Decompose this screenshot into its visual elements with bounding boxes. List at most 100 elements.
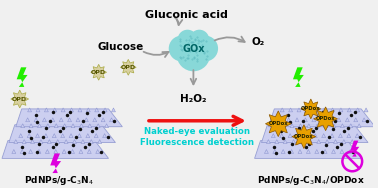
Polygon shape	[47, 139, 51, 144]
Circle shape	[177, 38, 210, 71]
Text: OPD: OPD	[12, 96, 27, 102]
Polygon shape	[61, 134, 65, 138]
Circle shape	[192, 36, 218, 61]
Polygon shape	[54, 149, 58, 153]
Polygon shape	[350, 141, 359, 157]
Polygon shape	[42, 118, 46, 122]
Polygon shape	[297, 108, 301, 112]
Polygon shape	[71, 149, 74, 153]
Polygon shape	[54, 124, 58, 128]
Polygon shape	[330, 134, 334, 138]
Text: OPDox: OPDox	[301, 106, 321, 111]
Polygon shape	[295, 118, 299, 122]
Polygon shape	[11, 90, 29, 108]
Polygon shape	[307, 149, 310, 153]
Polygon shape	[71, 124, 75, 128]
Polygon shape	[94, 134, 98, 138]
Polygon shape	[290, 124, 294, 128]
Polygon shape	[262, 125, 368, 143]
Text: OPD: OPD	[121, 65, 136, 70]
Polygon shape	[37, 124, 42, 128]
Polygon shape	[81, 139, 85, 144]
Polygon shape	[362, 118, 366, 122]
Polygon shape	[95, 108, 99, 112]
Polygon shape	[332, 149, 336, 153]
Polygon shape	[68, 118, 71, 122]
Circle shape	[189, 30, 209, 49]
Polygon shape	[339, 108, 343, 112]
Polygon shape	[305, 108, 309, 112]
Text: GOx: GOx	[182, 45, 204, 55]
Polygon shape	[308, 139, 312, 144]
Polygon shape	[27, 134, 31, 138]
Polygon shape	[79, 124, 84, 128]
Polygon shape	[26, 118, 29, 122]
Polygon shape	[364, 108, 368, 112]
Polygon shape	[273, 124, 277, 128]
Polygon shape	[330, 108, 335, 112]
Polygon shape	[62, 149, 66, 153]
Polygon shape	[51, 118, 55, 122]
Polygon shape	[46, 124, 50, 128]
Polygon shape	[315, 124, 319, 128]
Text: OPDox: OPDox	[316, 116, 335, 121]
Polygon shape	[342, 139, 346, 144]
Polygon shape	[317, 139, 321, 144]
Polygon shape	[278, 118, 282, 122]
Polygon shape	[298, 149, 302, 153]
Polygon shape	[356, 108, 359, 112]
Polygon shape	[103, 108, 107, 112]
Polygon shape	[70, 108, 73, 112]
Polygon shape	[292, 125, 316, 149]
Polygon shape	[280, 108, 284, 112]
Polygon shape	[44, 134, 48, 138]
Polygon shape	[323, 149, 327, 153]
Polygon shape	[283, 139, 287, 144]
Polygon shape	[340, 149, 344, 153]
Polygon shape	[338, 134, 342, 138]
Polygon shape	[37, 149, 41, 153]
Polygon shape	[312, 118, 316, 122]
Circle shape	[178, 30, 197, 49]
Polygon shape	[322, 134, 325, 138]
Polygon shape	[301, 99, 321, 119]
Polygon shape	[307, 124, 311, 128]
Polygon shape	[347, 108, 351, 112]
Polygon shape	[265, 149, 268, 153]
Polygon shape	[355, 134, 359, 138]
Polygon shape	[314, 108, 318, 112]
Text: H₂O₂: H₂O₂	[180, 94, 207, 104]
Polygon shape	[56, 139, 60, 144]
Polygon shape	[120, 59, 136, 75]
Polygon shape	[59, 118, 63, 122]
Polygon shape	[349, 124, 353, 128]
Polygon shape	[332, 124, 336, 128]
Text: Gluconic acid: Gluconic acid	[145, 10, 228, 20]
Polygon shape	[29, 124, 33, 128]
Polygon shape	[337, 118, 341, 122]
Polygon shape	[63, 124, 67, 128]
Polygon shape	[110, 118, 113, 122]
Polygon shape	[36, 134, 39, 138]
Polygon shape	[305, 134, 309, 138]
Polygon shape	[281, 149, 285, 153]
Text: OPDox: OPDox	[294, 134, 314, 139]
Polygon shape	[299, 124, 302, 128]
Polygon shape	[345, 118, 349, 122]
Polygon shape	[88, 124, 92, 128]
Polygon shape	[304, 118, 307, 122]
Polygon shape	[322, 108, 326, 112]
Polygon shape	[78, 108, 82, 112]
Polygon shape	[324, 124, 328, 128]
Polygon shape	[268, 109, 375, 127]
Polygon shape	[314, 107, 338, 131]
Polygon shape	[39, 139, 43, 144]
Polygon shape	[328, 118, 333, 122]
Polygon shape	[291, 139, 296, 144]
Polygon shape	[2, 141, 108, 158]
Polygon shape	[73, 139, 76, 144]
Polygon shape	[19, 134, 23, 138]
Polygon shape	[31, 139, 34, 144]
Polygon shape	[273, 149, 277, 153]
Polygon shape	[287, 118, 291, 122]
